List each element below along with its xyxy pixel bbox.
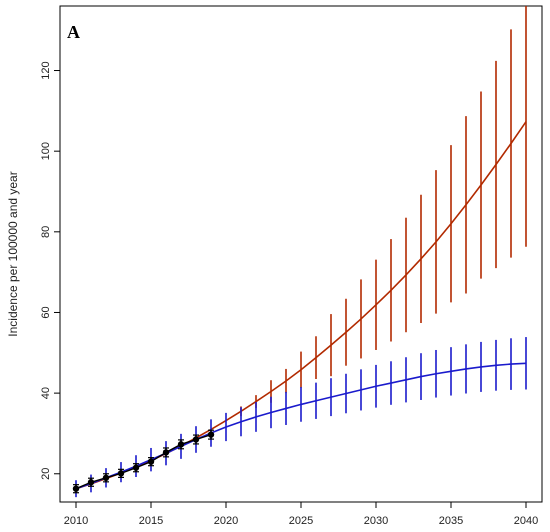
chart-marks — [72, 6, 527, 498]
x-tick-label: 2035 — [439, 515, 463, 527]
y-tick-label: 120 — [40, 61, 52, 79]
observed-point — [147, 458, 155, 465]
y-tick-label: 60 — [40, 306, 52, 318]
y-tick-label: 80 — [40, 226, 52, 238]
observed-point — [192, 436, 200, 443]
plot-frame — [59, 5, 543, 503]
observed-point — [87, 479, 95, 486]
observed-point — [207, 431, 215, 438]
chart-axes: 2010 2015 2020 2025 2030 2035 2040204060801001… — [40, 61, 538, 527]
x-tick-label: 2030 — [364, 515, 388, 527]
observed-line — [75, 433, 212, 490]
series-1-line — [75, 121, 527, 490]
observed-point — [162, 449, 170, 456]
observed-point — [132, 464, 140, 471]
panel-label: A — [67, 22, 80, 42]
observed-point — [72, 485, 80, 492]
y-axis-title: Incidence per 100000 and year — [6, 171, 20, 336]
observed-point — [117, 470, 125, 477]
x-tick-label: 2040 — [514, 515, 538, 527]
observed-point — [102, 474, 110, 482]
y-tick-label: 100 — [40, 142, 52, 160]
observed-point — [177, 441, 185, 448]
y-tick-label: 40 — [40, 387, 52, 399]
x-tick-label: 2010 — [64, 515, 88, 527]
x-tick-label: 2020 — [214, 515, 238, 527]
y-tick-label: 20 — [40, 468, 52, 480]
x-tick-label: 2015 — [139, 515, 163, 527]
x-tick-label: 2025 — [289, 515, 313, 527]
